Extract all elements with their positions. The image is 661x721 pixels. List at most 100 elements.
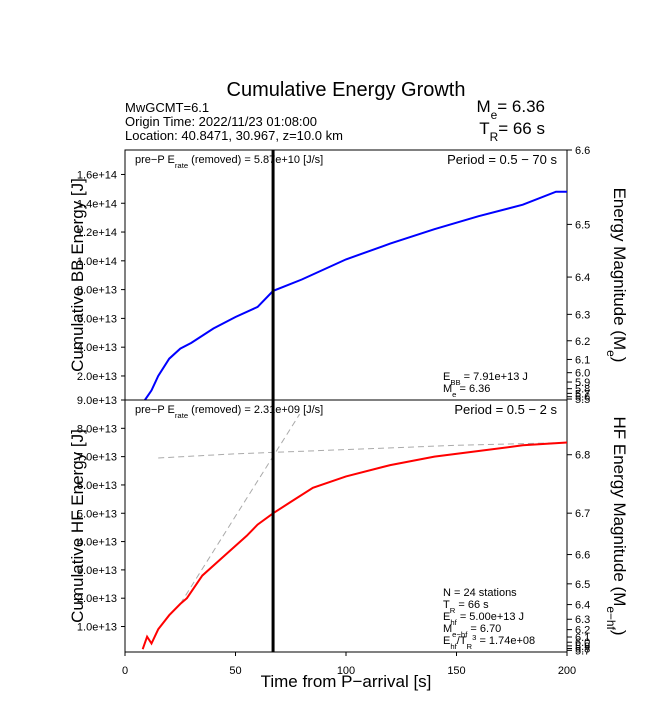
y2-tick-label: 5.8 <box>575 644 590 656</box>
text-run: M <box>443 623 452 635</box>
y2-tick-label: 6.3 <box>575 614 590 626</box>
text-run: Cumulative BB Energy [J] <box>68 178 87 372</box>
y2-tick-label: 6.6 <box>575 550 590 562</box>
y-tick-label: 5.0e+13 <box>77 508 117 520</box>
subscript: e−hf <box>452 630 468 639</box>
y-tick-label: 1.6e+14 <box>77 169 117 181</box>
text-run: (removed) = 5.87e+10 [J/s] <box>188 154 323 166</box>
fit-line <box>179 413 301 605</box>
y-axis-label: Cumulative BB Energy [J] <box>68 178 87 372</box>
stat-note: EBB = 7.91e+13 J <box>443 371 528 387</box>
fit-line <box>158 442 568 459</box>
energy-line <box>144 190 567 401</box>
text-run: = 1.74e+08 <box>476 635 535 647</box>
y-tick-label: 6.0e+13 <box>77 313 117 325</box>
y-tick-label: 4.0e+13 <box>77 342 117 354</box>
period-note: Period = 0.5 − 70 s <box>447 152 557 167</box>
chart-title: Cumulative Energy Growth <box>227 79 466 101</box>
y-tick-label: 4.0e+13 <box>77 537 117 549</box>
y2-tick-label: 5.9 <box>575 641 590 653</box>
y2-tick-label: 5.7 <box>575 388 590 400</box>
y2-axis-label: HF Energy Magnitude (Me−hf) <box>604 416 629 635</box>
subscript: R <box>467 642 473 651</box>
y-axis-label: Cumulative HF Energy [J] <box>68 429 87 623</box>
stat-note: TR = 66 s <box>443 599 489 615</box>
subscript: hf <box>450 618 457 627</box>
stat-note: Me−hf = 6.70 <box>443 623 501 639</box>
text-run: = 6.36 <box>497 97 545 116</box>
y2-tick-label: 5.6 <box>575 392 590 404</box>
text-run: = 6.70 <box>467 623 501 635</box>
text-run: Period = 0.5 − 70 s <box>447 152 557 167</box>
y2-tick-label: 6.4 <box>575 600 590 612</box>
y2-tick-label: 6.5 <box>575 579 590 591</box>
y-tick-label: 7.0e+13 <box>77 452 117 464</box>
text-run: T <box>443 599 450 611</box>
summary-magnitude: Me= 6.36 <box>476 97 545 122</box>
x-tick-label: 150 <box>447 665 465 677</box>
subscript: rate <box>175 411 188 420</box>
text-run: (removed) = 2.31e+09 [J/s] <box>188 404 323 416</box>
text-run: Cumulative HF Energy [J] <box>68 429 87 623</box>
y2-tick-label: 6.0 <box>575 368 590 380</box>
subscript: rate <box>175 161 188 170</box>
y2-tick-label: 6.1 <box>575 632 590 644</box>
y-tick-label: 2.0e+13 <box>77 593 117 605</box>
info-line: MwGCMT=6.1 <box>125 100 209 115</box>
subscript: e−hf <box>604 606 618 630</box>
y-tick-label: 8.0e+13 <box>77 285 117 297</box>
rate-note: pre−P Erate (removed) = 5.87e+10 [J/s] <box>135 154 323 170</box>
text-run: = 7.91e+13 J <box>461 371 528 383</box>
y-tick-label: 1.4e+14 <box>77 198 117 210</box>
energy-line <box>141 441 568 650</box>
stat-note: Me = 6.36 <box>443 383 490 399</box>
rate-note: pre−P Erate (removed) = 2.31e+09 [J/s] <box>135 404 323 420</box>
y2-tick-label: 5.8 <box>575 384 590 396</box>
text-run: HF Energy Magnitude (M <box>610 416 629 606</box>
text-run: ) <box>610 630 629 636</box>
text-run: E <box>443 635 450 647</box>
y-tick-label: 9.0e+13 <box>77 395 117 407</box>
stat-note: N = 24 stations <box>443 587 517 599</box>
y2-tick-label: 6.8 <box>575 450 590 462</box>
y2-tick-label: 6.2 <box>575 625 590 637</box>
y2-tick-label: 6.1 <box>575 354 590 366</box>
subscript: e <box>491 108 498 122</box>
y-tick-label: 8.0e+13 <box>77 423 117 435</box>
stat-note: Ehf/TR3 = 1.74e+08 <box>443 633 535 651</box>
summary-duration: TR= 66 s <box>479 119 545 144</box>
y-tick-label: 2.0e+13 <box>77 371 117 383</box>
superscript: 3 <box>472 633 476 642</box>
period-note: Period = 0.5 − 2 s <box>454 402 557 417</box>
y2-axis-label: Energy Magnitude (Me) <box>604 188 629 363</box>
x-tick-label: 100 <box>337 665 355 677</box>
y2-tick-label: 6.6 <box>575 145 590 157</box>
info-line: Location: 40.8471, 30.967, z=10.0 km <box>125 128 343 143</box>
text-run: E <box>443 611 450 623</box>
stat-note: Ehf = 5.00e+13 J <box>443 611 524 627</box>
y2-tick-label: 6.2 <box>575 336 590 348</box>
y2-tick-label: 6.5 <box>575 219 590 231</box>
x-axis-label: Time from P−arrival [s] <box>261 672 432 691</box>
subscript: R <box>450 606 456 615</box>
text-run: /T <box>457 635 467 647</box>
text-run: = 66 s <box>455 599 489 611</box>
y2-tick-label: 6.7 <box>575 508 590 520</box>
subscript: e <box>452 390 456 399</box>
y-tick-label: 1.2e+14 <box>77 227 117 239</box>
text-run: E <box>443 371 450 383</box>
text-run: Period = 0.5 − 2 s <box>454 402 557 417</box>
y2-tick-label: 5.7 <box>575 645 590 657</box>
text-run: M <box>476 97 490 116</box>
y-tick-label: 3.0e+13 <box>77 565 117 577</box>
subscript: e <box>604 350 618 357</box>
text-run: pre−P E <box>135 404 175 416</box>
text-run: = 66 s <box>498 119 545 138</box>
y2-tick-label: 5.9 <box>575 377 590 389</box>
text-run: = 6.36 <box>456 383 490 395</box>
subscript: BB <box>450 378 460 387</box>
x-tick-label: 200 <box>558 665 576 677</box>
text-run: ) <box>610 357 629 363</box>
y2-tick-label: 6.4 <box>575 272 590 284</box>
